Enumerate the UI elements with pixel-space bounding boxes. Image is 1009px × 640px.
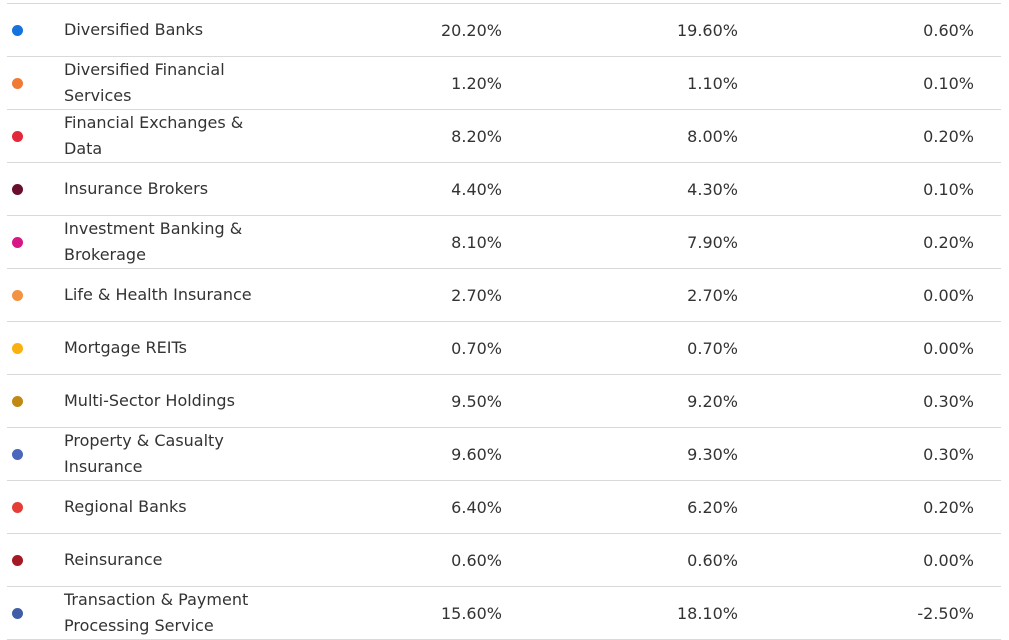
weight-difference: 0.00% — [923, 285, 974, 305]
weight-value-2: 0.60% — [687, 550, 738, 570]
weight-value-2: 9.30% — [687, 444, 738, 464]
weight-difference: 0.20% — [923, 126, 974, 146]
sector-weights-table: Diversified Banks 20.20% 19.60% 0.60% Di… — [7, 3, 1001, 640]
weight-difference: 0.30% — [923, 444, 974, 464]
weight-value-1: 6.40% — [451, 497, 502, 517]
sector-name: Financial Exchanges & Data — [64, 113, 244, 158]
table-row: Diversified Banks 20.20% 19.60% 0.60% — [7, 4, 1001, 57]
sector-name: Reinsurance — [64, 550, 163, 569]
weight-value-1: 0.70% — [451, 338, 502, 358]
weight-difference: 0.00% — [923, 550, 974, 570]
weight-difference: 0.10% — [923, 179, 974, 199]
legend-dot-icon — [12, 449, 23, 460]
weight-value-2: 1.10% — [687, 73, 738, 93]
sector-name: Diversified Financial Services — [64, 60, 225, 105]
sector-name: Mortgage REITs — [64, 338, 187, 357]
sector-name: Multi-Sector Holdings — [64, 391, 235, 410]
table-row: Financial Exchanges & Data 8.20% 8.00% 0… — [7, 110, 1001, 163]
table-row: Property & Casualty Insurance 9.60% 9.30… — [7, 428, 1001, 481]
legend-dot-icon — [12, 78, 23, 89]
weight-difference: 0.20% — [923, 232, 974, 252]
sector-name: Regional Banks — [64, 497, 187, 516]
sector-name: Life & Health Insurance — [64, 285, 252, 304]
weight-difference: 0.20% — [923, 497, 974, 517]
weight-difference: 0.30% — [923, 391, 974, 411]
weight-value-2: 6.20% — [687, 497, 738, 517]
table-row: Reinsurance 0.60% 0.60% 0.00% — [7, 534, 1001, 587]
weight-value-2: 0.70% — [687, 338, 738, 358]
weight-value-1: 0.60% — [451, 550, 502, 570]
table-row: Multi-Sector Holdings 9.50% 9.20% 0.30% — [7, 375, 1001, 428]
weight-value-1: 8.10% — [451, 232, 502, 252]
sector-name: Insurance Brokers — [64, 179, 209, 198]
legend-dot-icon — [12, 131, 23, 142]
legend-dot-icon — [12, 396, 23, 407]
weight-value-2: 7.90% — [687, 232, 738, 252]
weight-value-1: 20.20% — [440, 20, 502, 40]
weight-value-2: 18.10% — [676, 603, 738, 623]
table-row: Mortgage REITs 0.70% 0.70% 0.00% — [7, 322, 1001, 375]
weight-value-2: 4.30% — [687, 179, 738, 199]
weight-value-1: 9.50% — [451, 391, 502, 411]
table-row: Life & Health Insurance 2.70% 2.70% 0.00… — [7, 269, 1001, 322]
legend-dot-icon — [12, 237, 23, 248]
table-row: Regional Banks 6.40% 6.20% 0.20% — [7, 481, 1001, 534]
legend-dot-icon — [12, 608, 23, 619]
weight-value-2: 2.70% — [687, 285, 738, 305]
sector-name: Property & Casualty Insurance — [64, 431, 224, 476]
weight-difference: 0.00% — [923, 338, 974, 358]
sector-name: Investment Banking & Brokerage — [64, 219, 243, 264]
legend-dot-icon — [12, 343, 23, 354]
weight-value-1: 2.70% — [451, 285, 502, 305]
weight-value-2: 8.00% — [687, 126, 738, 146]
legend-dot-icon — [12, 502, 23, 513]
weight-value-1: 9.60% — [451, 444, 502, 464]
weight-value-1: 8.20% — [451, 126, 502, 146]
table-row: Diversified Financial Services 1.20% 1.1… — [7, 57, 1001, 110]
legend-dot-icon — [12, 290, 23, 301]
legend-dot-icon — [12, 25, 23, 36]
weight-value-1: 1.20% — [451, 73, 502, 93]
table-row: Insurance Brokers 4.40% 4.30% 0.10% — [7, 163, 1001, 216]
legend-dot-icon — [12, 184, 23, 195]
legend-dot-icon — [12, 555, 23, 566]
sector-name: Diversified Banks — [64, 20, 204, 39]
table-row: Transaction & Payment Processing Service… — [7, 587, 1001, 640]
weight-value-2: 9.20% — [687, 391, 738, 411]
weight-difference: 0.10% — [923, 73, 974, 93]
table-row: Investment Banking & Brokerage 8.10% 7.9… — [7, 216, 1001, 269]
weight-value-1: 4.40% — [451, 179, 502, 199]
weight-difference: 0.60% — [923, 20, 974, 40]
sector-name: Transaction & Payment Processing Service — [64, 590, 249, 635]
weight-value-1: 15.60% — [440, 603, 502, 623]
weight-difference: -2.50% — [917, 603, 974, 623]
weight-value-2: 19.60% — [676, 20, 738, 40]
